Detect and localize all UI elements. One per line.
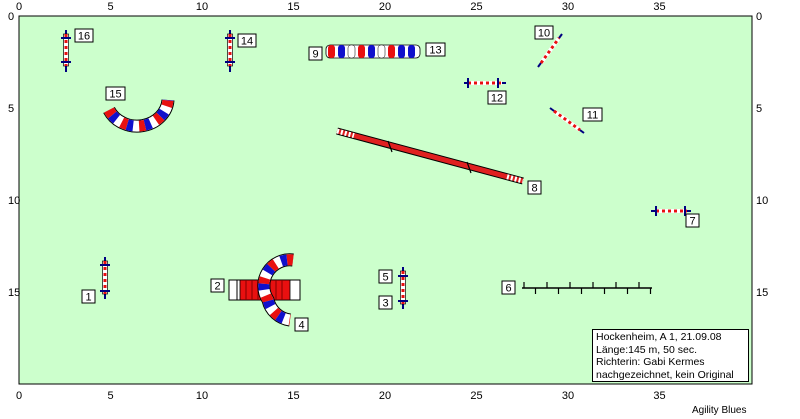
x-tick-top-0: 0 [16,1,22,13]
field-area [18,15,753,385]
obstacle-label-1: 1 [81,289,96,304]
svg-text:6: 6 [505,283,511,295]
obstacle-label-2: 2 [210,278,225,293]
x-tick-top-25: 25 [470,1,482,13]
svg-text:5: 5 [382,272,388,284]
info-judge-line: Richterin: Gabi Kermes [596,356,705,368]
course-info-box: Hockenheim, A 1, 21.09.08 Länge:145 m, 5… [592,329,749,382]
y-tick-right-5: 5 [756,103,762,115]
jump-12 [464,78,506,88]
tunnel-9-13 [325,44,421,59]
obstacle-label-16: 16 [74,28,94,43]
obstacle-label-9: 9 [308,46,323,61]
x-tick-top-15: 15 [287,1,299,13]
obstacle-number-labels: 16 14 9 13 10 12 11 15 8 7 1 2 4 5 3 6 [74,25,700,332]
obstacle-label-3: 3 [378,295,393,310]
obstacle-label-14: 14 [237,33,257,48]
x-tick-bottom-25: 25 [470,390,482,402]
svg-text:11: 11 [587,110,598,122]
x-tick-top-5: 5 [107,1,113,13]
x-tick-bottom-15: 15 [287,390,299,402]
x-tick-top-20: 20 [379,1,391,13]
x-tick-top-10: 10 [196,1,208,13]
svg-text:16: 16 [78,31,90,43]
y-tick-left-0: 0 [8,11,14,23]
info-length-line: Länge:145 m, 50 sec. [596,343,697,356]
obstacle-label-15: 15 [105,86,126,101]
obstacle-label-7: 7 [685,213,700,228]
x-tick-bottom-5: 5 [107,390,113,402]
info-location-line: Hockenheim, A 1, 21.09.08 [596,331,722,343]
y-tick-left-5: 5 [8,103,14,115]
obstacle-label-6: 6 [501,280,516,295]
obstacle-label-13: 13 [425,42,446,57]
dogwalk-8 [336,127,524,185]
obstacle-label-10: 10 [534,25,554,40]
x-tick-bottom-10: 10 [196,390,208,402]
y-tick-right-0: 0 [756,11,762,23]
svg-text:9: 9 [312,49,318,61]
jump-1 [100,257,110,299]
x-tick-bottom-20: 20 [379,390,391,402]
svg-text:14: 14 [241,36,253,48]
curved-tunnel-4 [257,253,294,327]
x-tick-bottom-0: 0 [16,390,22,402]
info-note-line: nachgezeichnet, kein Original [596,368,734,381]
svg-text:10: 10 [538,28,550,40]
jump-14 [225,30,235,72]
curved-tunnel-15 [103,99,175,133]
jump-3-5 [398,267,408,309]
obstacle-label-11: 11 [582,107,603,122]
svg-text:13: 13 [429,45,441,57]
y-tick-left-10: 10 [8,195,20,207]
svg-text:7: 7 [689,216,695,228]
obstacle-label-5: 5 [378,269,393,284]
x-tick-top-30: 30 [562,1,574,13]
x-tick-top-35: 35 [653,1,665,13]
svg-text:1: 1 [85,292,91,304]
jump-16 [61,30,71,72]
weave-poles-6 [522,282,652,294]
jump-10 [537,33,563,68]
y-tick-right-10: 10 [756,195,768,207]
y-tick-left-15: 15 [8,287,20,299]
svg-text:8: 8 [531,183,537,195]
svg-text:4: 4 [298,320,304,332]
x-tick-bottom-30: 30 [562,390,574,402]
svg-text:15: 15 [109,89,121,101]
svg-text:3: 3 [382,298,388,310]
obstacle-label-12: 12 [487,90,507,105]
y-tick-right-15: 15 [756,287,768,299]
brand-label: Agility Blues [692,405,747,416]
jump-7 [651,206,691,216]
svg-text:2: 2 [214,281,220,293]
jump-11 [549,107,585,134]
svg-text:12: 12 [491,93,503,105]
obstacle-label-4: 4 [294,317,309,332]
x-tick-bottom-35: 35 [653,390,665,402]
obstacle-label-8: 8 [527,180,542,195]
